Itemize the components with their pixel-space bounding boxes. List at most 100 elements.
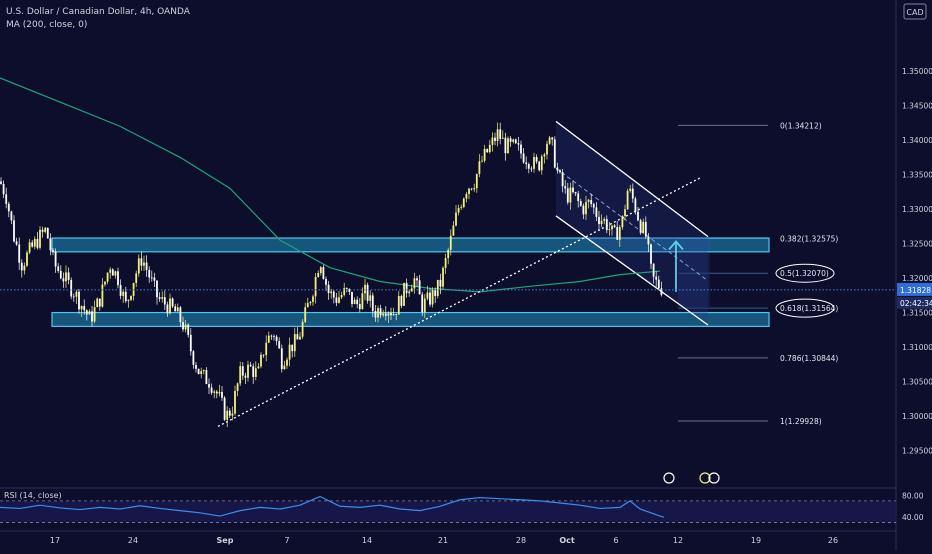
descending-channel[interactable] bbox=[555, 120, 709, 326]
event-marker-1[interactable] bbox=[699, 472, 711, 484]
candle-body-175 bbox=[455, 212, 457, 226]
candle-body-104 bbox=[270, 335, 273, 337]
fib-label-4: 0.786(1.30844) bbox=[780, 354, 838, 363]
candle-body-248 bbox=[644, 221, 647, 237]
candle-body-218 bbox=[566, 188, 569, 203]
candle-body-61 bbox=[158, 297, 161, 299]
candle-body-29 bbox=[75, 291, 78, 297]
time-tick-3: 7 bbox=[284, 536, 289, 545]
candle-body-148 bbox=[384, 313, 387, 316]
candle-body-79 bbox=[205, 370, 208, 385]
candle-body-3 bbox=[7, 203, 10, 212]
candle-body-26 bbox=[67, 272, 70, 280]
price-tick-2: 1.34000 bbox=[902, 136, 932, 145]
ma200-line bbox=[0, 77, 661, 293]
candle-body-114 bbox=[296, 334, 299, 340]
candle-body-165 bbox=[429, 292, 431, 305]
candle-body-200 bbox=[520, 144, 522, 154]
candle-body-192 bbox=[499, 129, 502, 139]
candle-body-96 bbox=[249, 364, 252, 367]
candle-body-90 bbox=[234, 391, 236, 414]
candle-body-215 bbox=[559, 170, 561, 173]
candle-body-139 bbox=[361, 293, 364, 310]
candle-body-113 bbox=[293, 334, 296, 352]
candle-body-70 bbox=[182, 322, 184, 330]
candle-body-106 bbox=[275, 336, 278, 341]
countdown-label: 02:42:34 bbox=[900, 299, 932, 308]
candle-body-197 bbox=[512, 139, 515, 142]
long-position-arrow[interactable] bbox=[668, 240, 684, 292]
candle-body-119 bbox=[309, 301, 312, 304]
support-resistance-zones[interactable] bbox=[51, 237, 770, 327]
candle-body-177 bbox=[460, 207, 463, 209]
ascending-trendline[interactable] bbox=[217, 177, 701, 427]
candle-body-68 bbox=[176, 307, 179, 312]
candle-body-250 bbox=[650, 244, 652, 264]
time-tick-9: 12 bbox=[673, 536, 683, 545]
price-zone-1[interactable] bbox=[51, 311, 770, 327]
candle-body-4 bbox=[10, 211, 13, 221]
event-marker-0[interactable] bbox=[663, 472, 675, 484]
price-tick-3: 1.33500 bbox=[902, 171, 932, 180]
trendline-dotted[interactable] bbox=[217, 177, 701, 427]
candle-body-137 bbox=[356, 299, 359, 305]
time-axis[interactable]: 17 24 Sep 7 14 21 28 Oct 6 12 19 26 bbox=[0, 530, 896, 545]
candle-body-225 bbox=[585, 201, 587, 215]
event-markers[interactable] bbox=[663, 472, 720, 484]
candle-body-181 bbox=[470, 188, 473, 190]
candle-body-168 bbox=[436, 279, 439, 297]
candle-body-187 bbox=[486, 148, 489, 153]
time-tick-11: 26 bbox=[828, 536, 838, 545]
candle-body-227 bbox=[590, 199, 593, 205]
candle-body-94 bbox=[244, 375, 247, 378]
candle-body-235 bbox=[611, 225, 613, 230]
candle-body-80 bbox=[208, 384, 210, 388]
currency-badge[interactable]: CAD bbox=[906, 8, 923, 17]
candle-body-121 bbox=[314, 277, 317, 297]
rsi-line bbox=[0, 495, 665, 518]
candle-body-39 bbox=[101, 284, 104, 307]
candle-body-46 bbox=[119, 285, 122, 296]
candle-body-91 bbox=[236, 383, 239, 392]
currency-badge-box[interactable] bbox=[903, 3, 927, 20]
channel-fill bbox=[556, 121, 708, 325]
candle-body-136 bbox=[353, 299, 356, 305]
price-tick-1: 1.34500 bbox=[902, 102, 932, 111]
candle-body-208 bbox=[540, 156, 543, 171]
candle-body-182 bbox=[473, 188, 476, 190]
candle-body-158 bbox=[410, 288, 413, 292]
candle-body-142 bbox=[369, 295, 372, 301]
channel-upper-line[interactable] bbox=[555, 120, 709, 238]
candle-body-124 bbox=[322, 267, 325, 279]
rsi-pane[interactable]: RSI (14, close) 80.00 40.00 bbox=[0, 487, 924, 523]
candle-body-228 bbox=[592, 204, 595, 208]
candle-body-36 bbox=[93, 307, 96, 322]
candle-body-146 bbox=[379, 308, 382, 316]
candle-body-190 bbox=[494, 137, 496, 141]
candle-body-172 bbox=[447, 249, 450, 259]
candle-body-174 bbox=[452, 225, 455, 236]
candle-body-237 bbox=[616, 227, 619, 240]
candle-body-77 bbox=[200, 371, 203, 375]
candle-body-22 bbox=[57, 266, 60, 271]
event-marker-2[interactable] bbox=[708, 472, 720, 484]
arrow-head[interactable] bbox=[668, 240, 684, 251]
candle-body-221 bbox=[574, 192, 577, 194]
candle-body-24 bbox=[62, 278, 65, 282]
candle-body-198 bbox=[514, 139, 517, 144]
candle-body-93 bbox=[241, 366, 244, 376]
candle-body-153 bbox=[397, 295, 400, 315]
candle-body-230 bbox=[598, 216, 600, 225]
candle-body-103 bbox=[267, 335, 270, 343]
candle-body-105 bbox=[273, 336, 275, 337]
candle-body-151 bbox=[392, 314, 395, 316]
channel-lower-line[interactable] bbox=[555, 215, 709, 326]
price-zone-0[interactable] bbox=[51, 237, 770, 253]
candle-body-239 bbox=[621, 215, 624, 228]
countdown-badge bbox=[897, 296, 932, 309]
candle-body-98 bbox=[254, 368, 257, 377]
candle-body-222 bbox=[577, 193, 580, 202]
